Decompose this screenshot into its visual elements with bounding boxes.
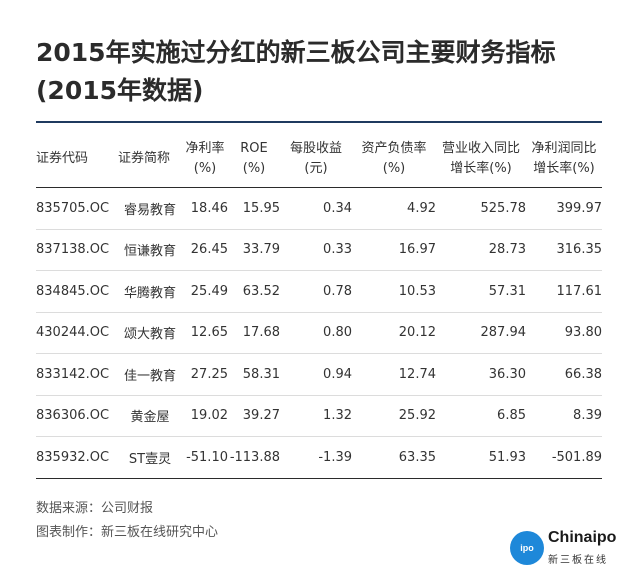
cell-eps: 0.94: [280, 353, 352, 396]
cell-debt-ratio: 25.92: [352, 395, 436, 437]
cell-code: 835932.OC: [36, 436, 118, 479]
table-row: 837138.OC 恒谦教育 26.45 33.79 0.33 16.97 28…: [36, 229, 602, 271]
cell-eps: 0.80: [280, 312, 352, 354]
title-line-2: (2015年数据): [36, 76, 204, 105]
header-debt-ratio: 资产负债率 (%): [361, 141, 427, 176]
cell-profit-growth: 66.38: [526, 353, 602, 396]
cell-debt-ratio: 10.53: [352, 270, 436, 313]
cell-name: 佳一教育: [118, 353, 182, 396]
chart-author-note: 图表制作：新三板在线研究中心: [36, 525, 219, 540]
cell-eps: 0.78: [280, 270, 352, 313]
cell-code: 834845.OC: [36, 270, 118, 313]
cell-eps: 0.33: [280, 229, 352, 271]
cell-debt-ratio: 63.35: [352, 436, 436, 479]
cell-roe: -113.88: [228, 436, 280, 479]
cell-profit-growth: 316.35: [526, 229, 602, 271]
cell-code: 835705.OC: [36, 187, 118, 230]
cell-revenue-growth: 36.30: [436, 353, 526, 396]
cell-name: 颂大教育: [118, 312, 182, 354]
logo-sub-text: 新三板在线: [548, 555, 608, 566]
cell-net-margin: 18.46: [182, 187, 228, 230]
cell-revenue-growth: 57.31: [436, 270, 526, 313]
cell-code: 833142.OC: [36, 353, 118, 396]
logo-circle-text: ipo: [520, 543, 534, 553]
cell-profit-growth: -501.89: [526, 436, 602, 479]
table-row: 430244.OC 颂大教育 12.65 17.68 0.80 20.12 28…: [36, 312, 602, 354]
cell-profit-growth: 93.80: [526, 312, 602, 354]
header-revenue-growth: 营业收入同比 增长率(%): [441, 141, 520, 176]
cell-code: 836306.OC: [36, 395, 118, 437]
header-code: 证券代码: [36, 151, 89, 166]
header-eps: 每股收益 (元): [289, 141, 342, 176]
logo-circle-icon: ipo: [510, 531, 544, 565]
cell-revenue-growth: 287.94: [436, 312, 526, 354]
page-title: 2015年实施过分红的新三板公司主要财务指标 (2015年数据): [36, 34, 616, 110]
cell-net-margin: 25.49: [182, 270, 228, 313]
table-row: 836306.OC 黄金屋 19.02 39.27 1.32 25.92 6.8…: [36, 395, 602, 437]
data-source-note: 数据来源：公司财报: [36, 501, 154, 516]
cell-roe: 39.27: [228, 395, 280, 437]
cell-net-margin: 27.25: [182, 353, 228, 396]
cell-revenue-growth: 525.78: [436, 187, 526, 230]
cell-roe: 58.31: [228, 353, 280, 396]
header-net-margin: 净利率 (%): [185, 141, 225, 176]
cell-roe: 63.52: [228, 270, 280, 313]
cell-eps: -1.39: [280, 436, 352, 479]
table-header-row: 证券代码 证券简称 净利率 (%) ROE (%) 每股收益 (元) 资产负债率…: [36, 131, 602, 188]
cell-code: 430244.OC: [36, 312, 118, 354]
cell-name: ST壹灵: [118, 436, 182, 479]
cell-net-margin: 26.45: [182, 229, 228, 271]
table-row: 835932.OC ST壹灵 -51.10 -113.88 -1.39 63.3…: [36, 436, 602, 479]
cell-revenue-growth: 28.73: [436, 229, 526, 271]
cell-debt-ratio: 4.92: [352, 187, 436, 230]
header-name: 证券简称: [118, 151, 171, 166]
header-roe: ROE (%): [240, 141, 268, 176]
cell-roe: 17.68: [228, 312, 280, 354]
cell-name: 华腾教育: [118, 270, 182, 313]
cell-revenue-growth: 51.93: [436, 436, 526, 479]
financial-table: 证券代码 证券简称 净利率 (%) ROE (%) 每股收益 (元) 资产负债率…: [36, 131, 602, 479]
cell-net-margin: 12.65: [182, 312, 228, 354]
cell-net-margin: 19.02: [182, 395, 228, 437]
cell-profit-growth: 117.61: [526, 270, 602, 313]
title-divider: [36, 121, 602, 123]
table-row: 834845.OC 华腾教育 25.49 63.52 0.78 10.53 57…: [36, 270, 602, 313]
cell-profit-growth: 399.97: [526, 187, 602, 230]
cell-roe: 15.95: [228, 187, 280, 230]
cell-net-margin: -51.10: [182, 436, 228, 479]
table-row: 833142.OC 佳一教育 27.25 58.31 0.94 12.74 36…: [36, 353, 602, 396]
cell-revenue-growth: 6.85: [436, 395, 526, 437]
cell-roe: 33.79: [228, 229, 280, 271]
header-profit-growth: 净利润同比 增长率(%): [531, 141, 597, 176]
cell-debt-ratio: 16.97: [352, 229, 436, 271]
cell-eps: 0.34: [280, 187, 352, 230]
table-row: 835705.OC 睿易教育 18.46 15.95 0.34 4.92 525…: [36, 187, 602, 230]
cell-name: 睿易教育: [118, 187, 182, 230]
cell-name: 黄金屋: [118, 395, 182, 437]
title-line-1: 2015年实施过分红的新三板公司主要财务指标: [36, 38, 556, 67]
cell-debt-ratio: 12.74: [352, 353, 436, 396]
cell-debt-ratio: 20.12: [352, 312, 436, 354]
cell-profit-growth: 8.39: [526, 395, 602, 437]
cell-eps: 1.32: [280, 395, 352, 437]
chinaipo-logo: ipo Chinaipo 新三板在线: [510, 529, 620, 573]
logo-brand-text: Chinaipo: [548, 529, 617, 546]
cell-name: 恒谦教育: [118, 229, 182, 271]
cell-code: 837138.OC: [36, 229, 118, 271]
